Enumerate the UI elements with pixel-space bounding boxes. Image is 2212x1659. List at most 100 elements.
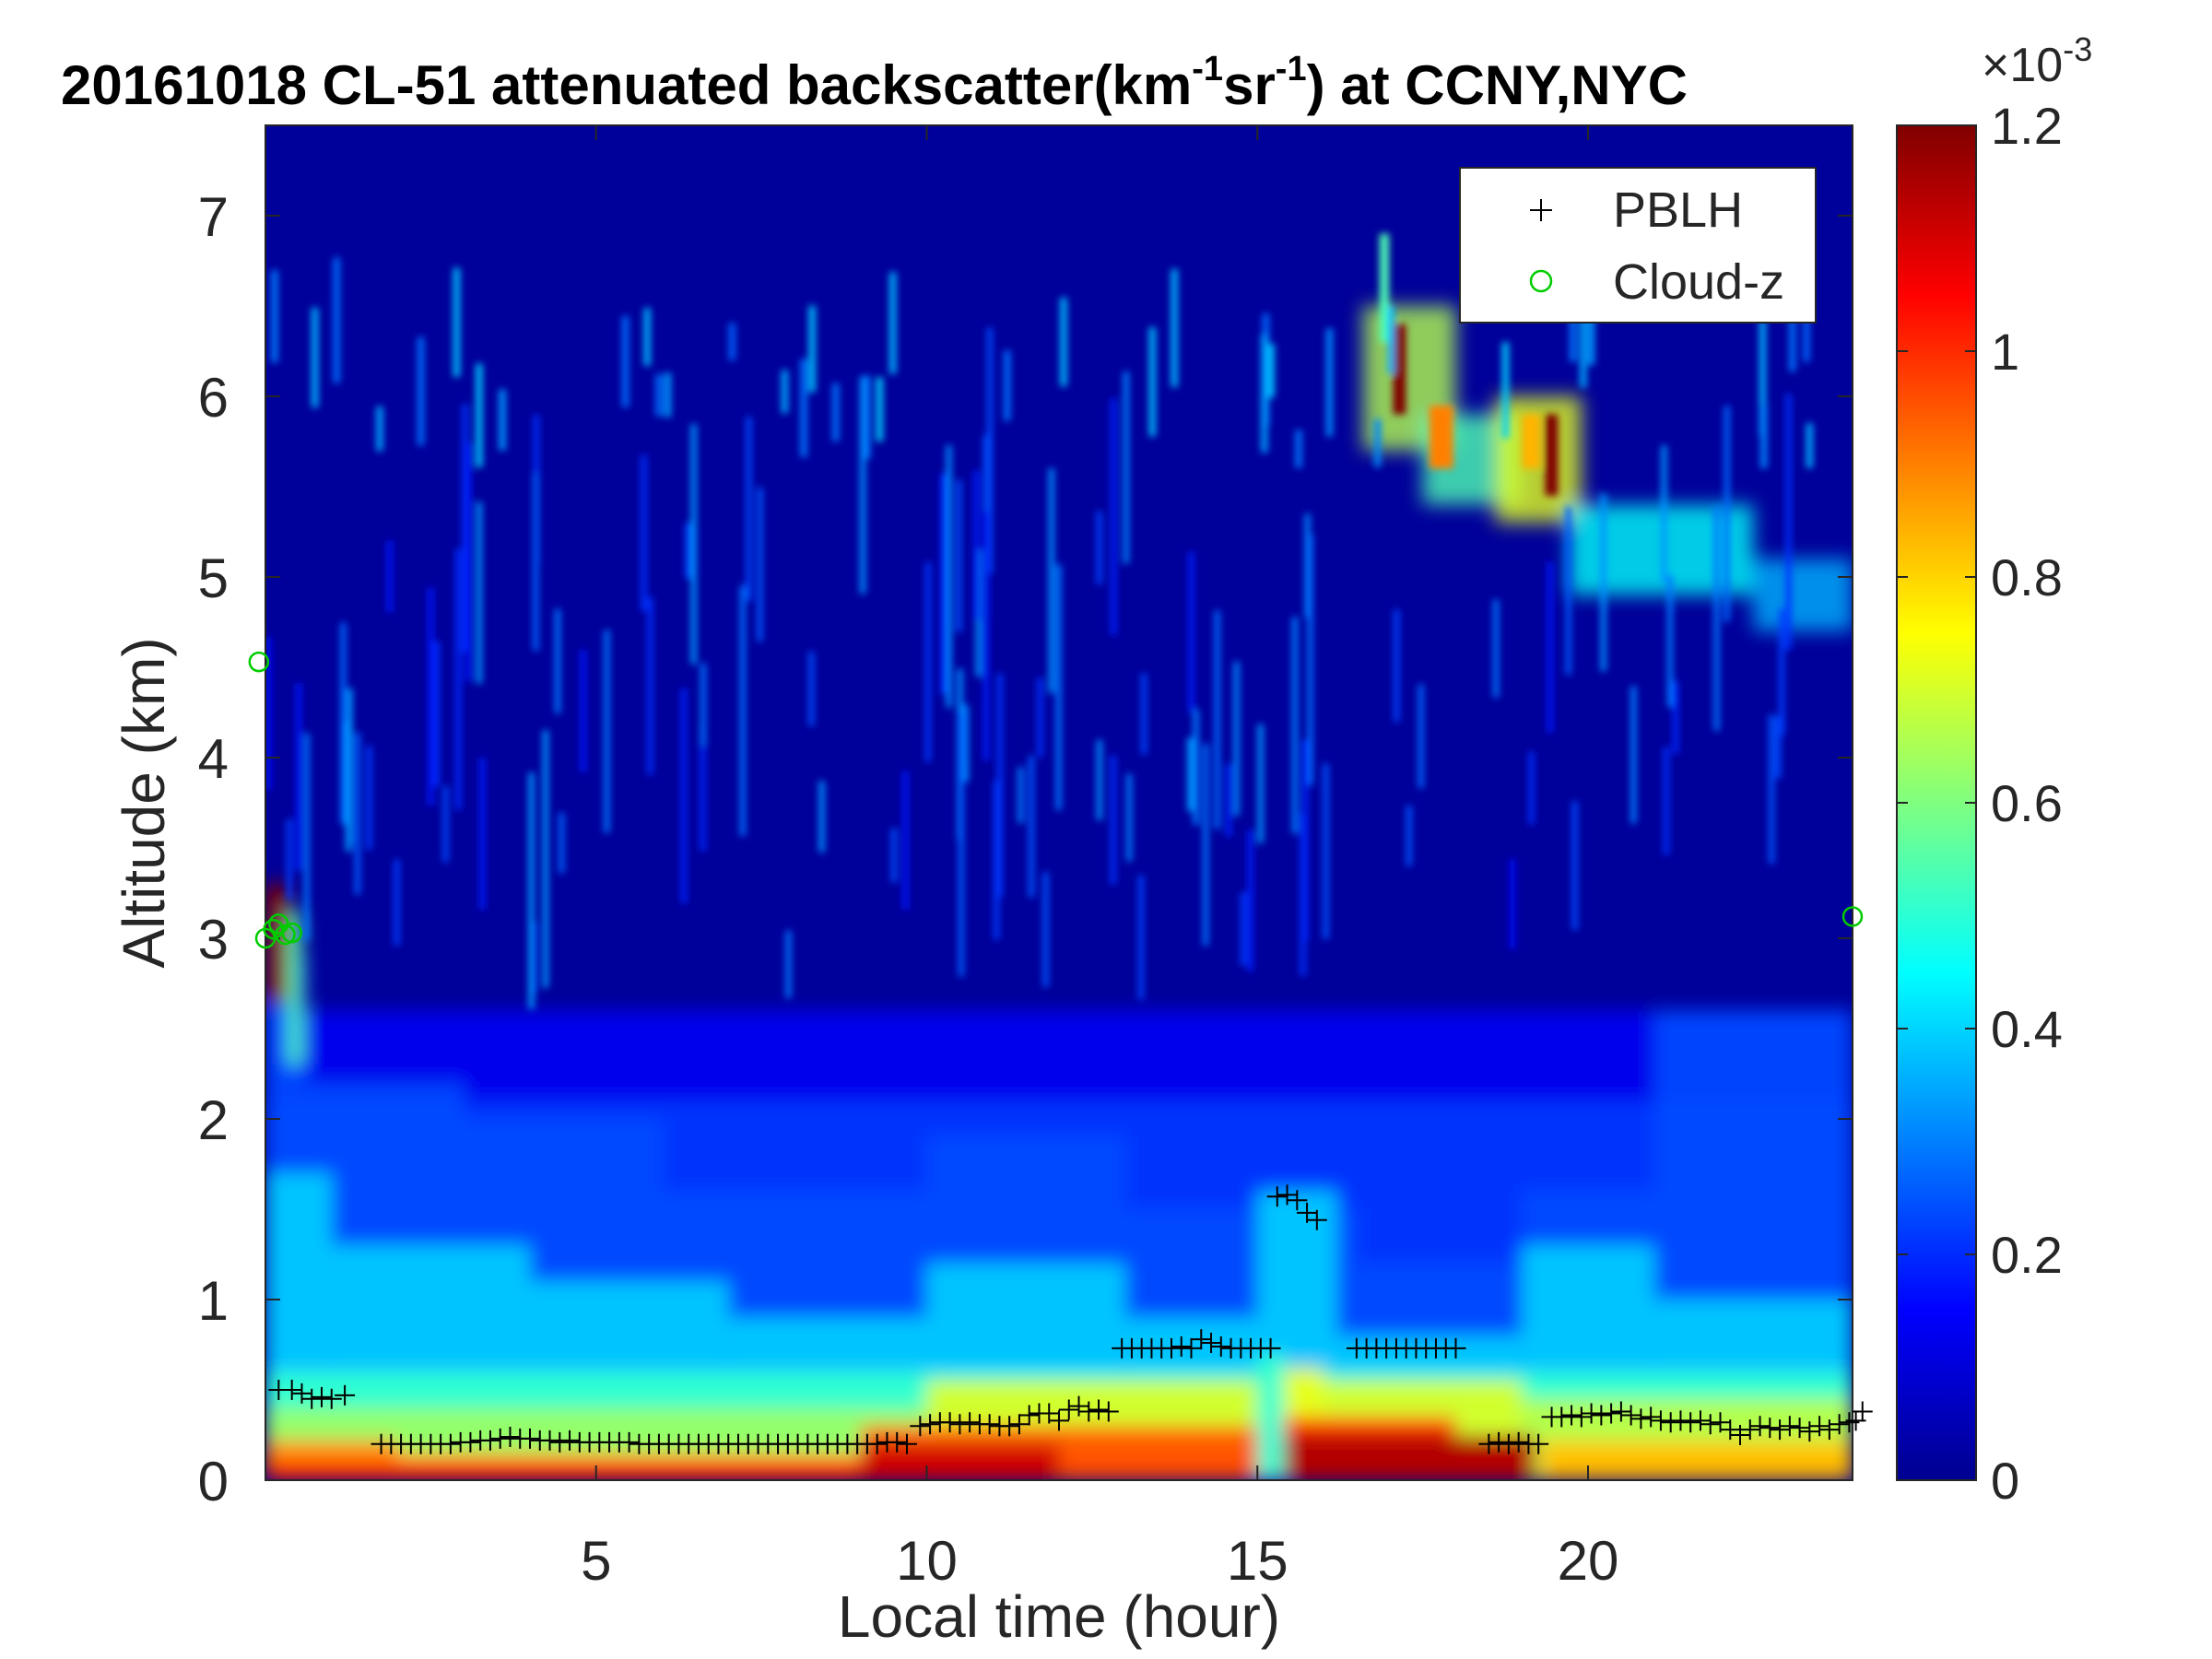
heatmap-streak	[1713, 505, 1720, 731]
heatmap-streak	[1203, 744, 1209, 947]
y-axis: 0 1 2 3 4 5 6 7	[198, 186, 1853, 1512]
pblh-marker	[1581, 1403, 1602, 1424]
heatmap-streak	[728, 323, 735, 360]
x-tick-label: 5	[581, 1530, 611, 1592]
pblh-marker	[301, 1388, 323, 1409]
legend: PBLH Cloud-z	[1459, 167, 1817, 324]
heatmap-streak	[1295, 429, 1302, 468]
pblh-marker	[520, 1428, 540, 1449]
heatmap-streak	[394, 859, 400, 946]
pblh-marker	[281, 1380, 302, 1400]
heatmap-streak	[818, 781, 825, 853]
y-tick-label: 6	[198, 367, 229, 429]
heatmap-streak	[1111, 398, 1117, 636]
pblh-marker	[1488, 1431, 1510, 1453]
heatmap-streak	[1501, 342, 1509, 439]
heatmap-streak	[1193, 709, 1199, 826]
pblh-marker	[1068, 1395, 1089, 1417]
pblh-marker	[1650, 1410, 1671, 1431]
heatmap-streak	[808, 305, 816, 393]
y-tick-label: 7	[198, 186, 229, 248]
heatmap-streak	[1042, 872, 1049, 987]
heatmap-streak	[465, 442, 472, 682]
pblh-marker	[1739, 1419, 1760, 1441]
heatmap-streak	[453, 267, 460, 378]
heatmap-streak	[1123, 371, 1129, 564]
heatmap-streak	[528, 772, 535, 1009]
heatmap-streak	[1291, 617, 1298, 834]
heatmap-streak	[559, 812, 565, 874]
heatmap-streak	[1048, 468, 1054, 694]
heatmap-streak	[647, 596, 653, 775]
pblh-marker	[939, 1412, 960, 1433]
heatmap-streak	[555, 608, 561, 714]
pblh-marker	[1670, 1410, 1691, 1431]
heatmap-streak	[1760, 404, 1768, 469]
y-tick-label: 0	[198, 1451, 229, 1512]
heatmap-streak	[1393, 324, 1406, 415]
heatmap-streak	[664, 372, 671, 418]
pblh-marker	[1018, 1405, 1040, 1426]
pblh-marker	[1058, 1399, 1079, 1420]
legend-pblh-label: PBLH	[1613, 182, 1743, 238]
heatmap-streak	[1803, 301, 1810, 362]
heatmap-streak	[265, 637, 272, 791]
heatmap-streak	[1528, 751, 1535, 825]
heatmap-streak	[1806, 423, 1813, 468]
heatmap-streak	[1724, 406, 1730, 622]
y-tick-label: 2	[198, 1089, 229, 1151]
heatmap-streak	[641, 454, 647, 612]
heatmap-streak	[1522, 414, 1541, 469]
pblh-marker	[949, 1414, 971, 1435]
pblh-marker	[1680, 1412, 1701, 1433]
heatmap-streak	[890, 828, 897, 883]
pblh-marker	[1561, 1405, 1583, 1426]
plot-frame	[265, 124, 1853, 1481]
x-axis: 5 10 15 20	[581, 125, 1618, 1592]
heatmap-streak	[542, 730, 548, 988]
cloud-z-marker	[248, 651, 270, 673]
heatmap-streak	[808, 652, 815, 726]
pblh-marker	[999, 1416, 1020, 1437]
heatmap-streak	[1060, 297, 1067, 387]
pblh-marker	[1551, 1406, 1572, 1428]
colorbar-tick-label: 0.8	[1991, 548, 2063, 606]
pblh-marker	[1478, 1433, 1500, 1454]
pblh-marker	[479, 1430, 500, 1451]
heatmap-streak	[295, 683, 301, 871]
pblh-marker	[959, 1412, 981, 1433]
pblh-marker	[1088, 1399, 1110, 1420]
pblh-marker	[559, 1430, 581, 1451]
heatmap-streak	[1672, 681, 1678, 754]
heatmap-streak	[739, 585, 746, 837]
heatmap-streak	[366, 746, 372, 851]
pblh-marker	[1700, 1414, 1721, 1435]
heatmap-streak	[1004, 350, 1011, 421]
heatmap-region	[1257, 1353, 1284, 1480]
heatmap-streak	[1055, 564, 1062, 810]
heatmap-streak	[286, 818, 292, 900]
heatmap-streak	[986, 327, 993, 574]
heatmap-streak	[303, 733, 310, 941]
pblh-marker	[1008, 1414, 1030, 1435]
cloud-z-marker	[281, 922, 302, 944]
cloud-z-series	[248, 651, 1864, 949]
colorbar: 0 0.2 0.4 0.6 0.8 1 1.2 ×10-3	[1896, 30, 2092, 1510]
heatmap-streak	[1374, 418, 1382, 467]
pblh-marker	[618, 1431, 640, 1453]
heatmap-streak	[1394, 609, 1400, 723]
pblh-marker	[1818, 1419, 1840, 1441]
pblh-marker	[489, 1428, 511, 1449]
heatmap-streak	[1759, 319, 1767, 436]
heatmap-streak	[1785, 394, 1792, 651]
heatmap-streak	[479, 757, 486, 910]
pblh-series	[268, 1184, 1873, 1454]
pblh-marker	[1277, 1184, 1298, 1206]
heatmap-streak	[1187, 737, 1194, 812]
heatmap-streak	[1018, 767, 1024, 824]
pblh-marker	[1287, 1190, 1308, 1211]
pblh-marker	[1660, 1412, 1681, 1433]
pblh-marker	[1749, 1416, 1771, 1437]
heatmap-streak	[1302, 739, 1309, 941]
pblh-marker	[549, 1431, 571, 1453]
